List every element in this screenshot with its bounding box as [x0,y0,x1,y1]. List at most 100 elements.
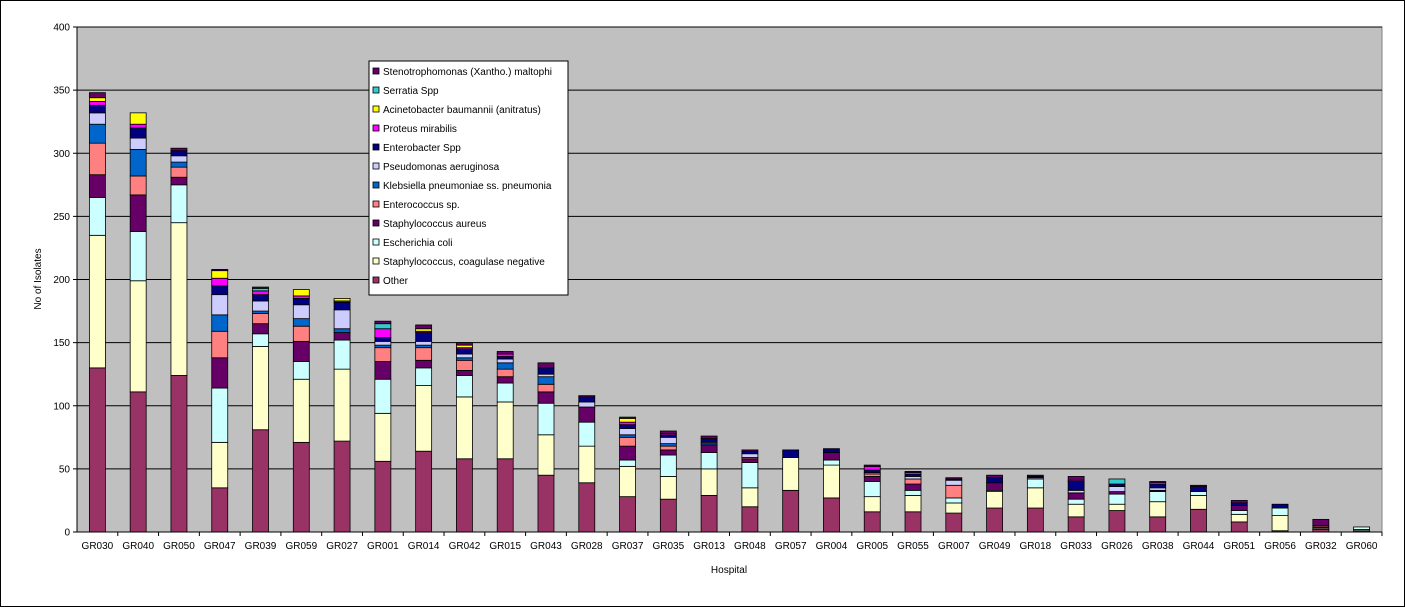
x-tick-label: GR013 [693,541,725,552]
bar-segment [537,474,555,533]
y-tick-label: 300 [53,149,70,160]
bar-segment [700,468,718,496]
bar-segment [252,290,269,296]
bar-segment [1230,513,1248,523]
x-tick-label: GR059 [285,541,317,552]
bar-segment [986,474,1003,479]
x-tick-label: GR048 [734,541,766,552]
bar-segment [211,294,229,316]
bar-segment [252,286,269,289]
bar-segment [659,430,677,434]
legend-label: Enterobacter Spp [383,143,461,154]
bar-segment [1108,510,1126,533]
bar-segment [88,101,106,106]
y-tick-label: 150 [53,338,70,349]
x-tick-label: GR042 [449,541,481,552]
bar-segment [823,497,840,533]
bar-segment [496,382,514,403]
x-tick-label: GR051 [1223,541,1255,552]
bar-segment [1230,500,1248,504]
bar-segment [292,378,310,443]
legend-swatch [372,181,380,189]
bar-segment [1230,505,1248,511]
bar-segment [1190,486,1207,492]
bar-segment [456,458,473,533]
bar-segment [1067,516,1085,533]
bar-segment [292,340,310,362]
bar-segment [496,376,514,384]
bar-segment [88,142,106,176]
bar-segment [496,358,514,364]
legend-swatch [372,86,380,94]
bar-segment [211,268,229,272]
bar-segment [904,489,922,496]
bar-segment [415,324,433,330]
x-tick-label: GR007 [938,541,970,552]
legend-box [368,60,569,296]
bar-segment [88,367,106,533]
x-tick-label: GR044 [1183,541,1215,552]
bar-segment [863,496,881,513]
bar-segment [1149,481,1167,484]
bar-segment [537,402,555,436]
bar-segment [741,506,759,533]
bar-segment [252,313,269,325]
bar-segment [170,222,188,376]
bar-segment [1230,521,1248,533]
x-axis-title: Hospital [711,565,747,576]
bar-segment [659,445,677,451]
bar-segment [863,481,881,498]
bar-segment [863,465,881,471]
bar-segment [537,383,555,393]
bar-segment [252,300,269,312]
legend-label: Pseudomonas aeruginosa [383,162,500,173]
bar-segment [1067,481,1085,491]
bar-segment [659,449,677,456]
legend-swatch [372,219,380,227]
bar-segment [129,194,147,232]
bar-segment [537,376,555,385]
bar-segment [292,298,310,306]
bar-segment [1312,518,1330,527]
bar-segment [986,477,1003,484]
bar-segment [945,484,963,499]
bar-segment [211,277,229,287]
bar-segment [456,342,473,346]
bar-segment [292,289,310,297]
bar-segment [292,361,310,380]
x-tick-label: GR030 [82,541,114,552]
legend-swatch [372,67,380,75]
bar-segment [1353,526,1371,530]
bar-segment [619,417,636,423]
bar-segment [129,127,147,139]
bar-segment [333,298,351,302]
bar-segment [863,464,881,467]
legend-label: Escherichia coli [383,238,452,249]
bar-segment [700,452,718,470]
bar-segment [170,147,188,152]
bar-segment [1108,503,1126,511]
bar-segment [170,155,188,163]
bar-segment [252,429,269,533]
bar-segment [619,424,636,429]
bar-segment [211,487,229,533]
bar-segment [170,150,188,157]
x-tick-label: GR015 [489,541,521,552]
bar-segment [782,489,800,533]
bar-segment [88,197,106,236]
legend-swatch [372,143,380,151]
bar-segment [170,166,188,178]
bar-segment [537,434,555,476]
bar-segment [619,416,636,419]
bar-segment [1026,507,1044,533]
bar-segment [333,440,351,533]
x-tick-label: GR035 [652,541,684,552]
x-tick-label: GR043 [530,541,562,552]
bar-segment [252,346,269,431]
bar-segment [1190,491,1207,496]
bar-segment [129,231,147,282]
legend-label: Proteus mirabilis [383,124,457,135]
x-tick-label: GR057 [775,541,807,552]
bar-segment [1108,493,1126,505]
legend-swatch [372,257,380,265]
